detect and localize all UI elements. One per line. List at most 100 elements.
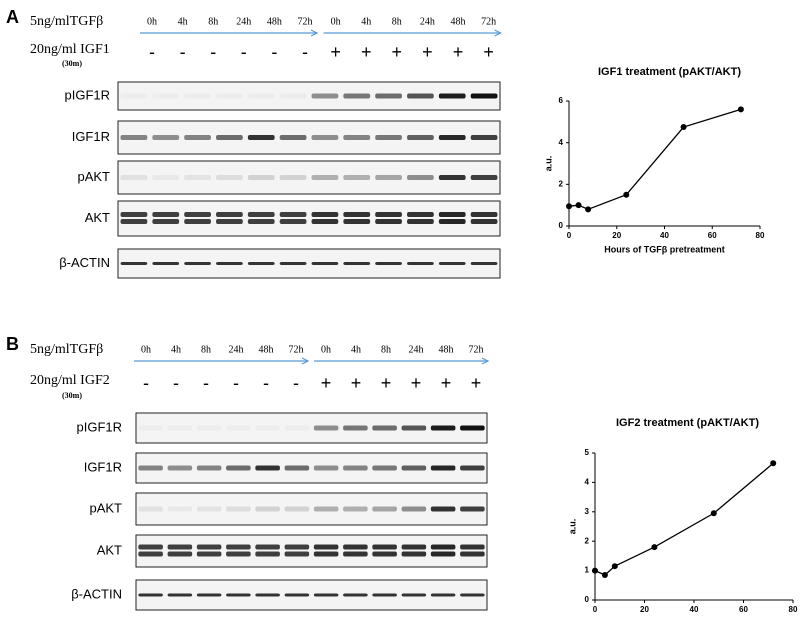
- blot-band: [152, 219, 180, 224]
- blot-band: [313, 544, 339, 550]
- blot-band: [248, 94, 275, 99]
- blot-band: [343, 262, 371, 265]
- chart-title: IGF2 treatment (pAKT/AKT): [616, 417, 759, 429]
- blot-band: [167, 593, 193, 597]
- blot-band: [184, 262, 211, 265]
- blot-band: [460, 593, 485, 597]
- y-tick-label: 2: [585, 536, 590, 545]
- ligand-sign: -: [210, 42, 216, 62]
- ligand-sign: +: [321, 373, 332, 393]
- blot-box: [117, 81, 501, 111]
- blot-band: [168, 426, 193, 431]
- arrow-head: [494, 29, 502, 37]
- ligand-sign: -: [233, 373, 239, 393]
- blot-band: [152, 135, 180, 140]
- timepoint: 72h: [289, 344, 304, 355]
- blot-band: [197, 426, 222, 431]
- blot-band: [430, 506, 456, 512]
- panel-letter: A: [6, 7, 19, 27]
- blot-band: [138, 544, 163, 550]
- blot-band: [226, 465, 251, 471]
- blot-band: [247, 135, 275, 140]
- ligand-sign: +: [483, 42, 494, 62]
- blot-box: [135, 534, 488, 568]
- timepoint: 8h: [201, 344, 211, 355]
- blot-band: [313, 465, 339, 471]
- blot-band: [311, 175, 339, 180]
- ligand-sign: -: [302, 42, 308, 62]
- blot-band: [372, 593, 397, 597]
- blot-band: [343, 175, 371, 180]
- blot-band: [438, 219, 466, 224]
- x-tick-label: 80: [789, 605, 798, 614]
- blot-band: [343, 212, 371, 217]
- blot-band: [313, 506, 339, 512]
- blot-band: [120, 175, 148, 180]
- blot-box: [117, 248, 501, 279]
- panel-letter: B: [6, 334, 19, 354]
- blot-band: [138, 506, 163, 512]
- blot-band: [285, 426, 310, 431]
- blot-band: [138, 426, 163, 431]
- x-axis-label: Hours of TGFβ pretreatment: [604, 244, 725, 254]
- blot-box: [117, 200, 501, 237]
- blot-band: [279, 175, 307, 180]
- blot-band: [375, 262, 402, 265]
- timepoint: 4h: [171, 344, 181, 355]
- blot-band: [279, 212, 307, 217]
- ligand-sign: -: [180, 42, 186, 62]
- blot-band: [470, 212, 498, 217]
- blot-band: [184, 219, 211, 224]
- blot-band: [196, 465, 222, 471]
- timepoint: 72h: [298, 16, 313, 27]
- blot-band: [196, 593, 222, 597]
- ligand-label: 20ng/ml IGF1: [30, 42, 110, 57]
- blot-band: [372, 544, 397, 550]
- y-tick-label: 5: [585, 448, 590, 457]
- blot-band: [343, 465, 368, 471]
- ligand-sign: -: [149, 42, 155, 62]
- blot-band: [196, 544, 222, 550]
- data-point: [710, 510, 717, 517]
- x-tick-label: 60: [708, 231, 717, 240]
- blot-box: [135, 412, 488, 444]
- ligand-duration: (30m): [62, 59, 82, 68]
- timepoint: 72h: [481, 16, 496, 27]
- blot-band: [120, 262, 148, 265]
- blot-band: [152, 212, 180, 217]
- blot-band: [247, 175, 275, 180]
- blot-band: [216, 175, 243, 180]
- blot-band: [430, 551, 456, 557]
- blot-band: [313, 425, 339, 431]
- blot-band: [184, 135, 211, 140]
- y-tick-label: 6: [559, 96, 564, 105]
- blot-band: [284, 551, 310, 557]
- timepoint: 8h: [392, 16, 402, 27]
- blot-band: [460, 544, 485, 550]
- blot-band: [460, 506, 485, 512]
- ligand-sign: +: [330, 42, 341, 62]
- blot-band: [401, 593, 427, 597]
- x-tick-label: 20: [640, 605, 649, 614]
- timepoint: 48h: [259, 344, 274, 355]
- blot-band: [255, 506, 280, 512]
- blot-band: [375, 212, 402, 217]
- blot-box: [117, 160, 501, 195]
- blot-box: [135, 452, 488, 484]
- ligand-sign: +: [471, 373, 482, 393]
- blot-band: [375, 219, 402, 224]
- data-point: [770, 460, 777, 467]
- chart-title: IGF1 treatment (pAKT/AKT): [598, 66, 741, 78]
- x-tick-label: 20: [612, 231, 621, 240]
- blot-band: [216, 219, 243, 224]
- blot-band: [138, 551, 163, 557]
- blot-band: [470, 262, 498, 265]
- timepoint: 24h: [409, 344, 424, 355]
- blot-band: [438, 262, 466, 265]
- arrow-head: [301, 357, 310, 365]
- data-line: [594, 462, 774, 576]
- data-point: [601, 572, 608, 579]
- blot-band: [407, 212, 434, 217]
- timepoint: 8h: [381, 344, 391, 355]
- blot-band: [311, 93, 339, 99]
